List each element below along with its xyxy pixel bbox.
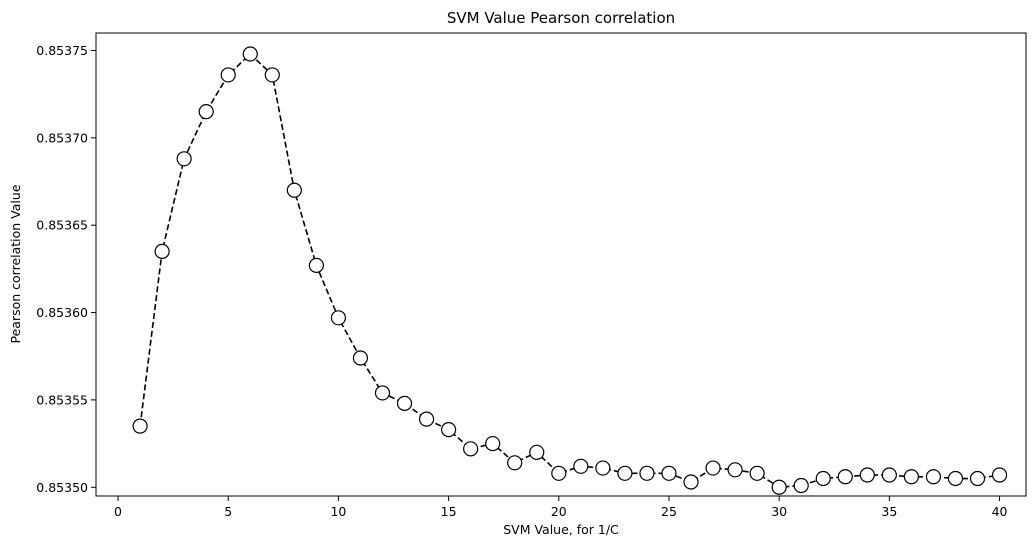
data-point [551, 465, 567, 481]
data-point [991, 467, 1008, 483]
y-axis: 0.85350 0.85355 0.85360 0.85365 0.85370 0.853… [36, 43, 96, 495]
data-point [242, 46, 258, 62]
data-point [749, 465, 765, 481]
y-tick-label: 0.85355 [36, 392, 88, 407]
data-point [264, 67, 280, 83]
data-point [418, 411, 435, 427]
data-point [154, 243, 170, 259]
y-tick-label: 0.85375 [36, 43, 88, 58]
x-axis-label: SVM Value, for 1/C [503, 522, 619, 537]
plot-area [95, 32, 1027, 497]
y-tick-label: 0.85350 [36, 480, 88, 495]
data-point [661, 465, 677, 481]
data-point [947, 470, 964, 487]
data-point [330, 310, 347, 326]
data-point [705, 460, 721, 476]
x-tick-label: 5 [224, 504, 232, 519]
chart-title: SVM Value Pearson correlation [447, 9, 675, 27]
data-point [132, 418, 148, 434]
series-line [139, 52, 1000, 489]
data-point [441, 422, 457, 438]
data-point [176, 151, 192, 167]
data-point [396, 395, 413, 411]
data-point [595, 460, 611, 476]
data-point [793, 477, 809, 494]
x-tick-label: 0 [114, 504, 122, 519]
data-point [352, 350, 369, 366]
x-tick-label: 25 [661, 504, 677, 519]
data-point [903, 469, 920, 485]
data-point [374, 385, 391, 401]
data-point [771, 479, 787, 495]
x-tick-label: 40 [992, 504, 1008, 519]
y-tick-label: 0.85360 [36, 305, 88, 320]
data-point [529, 444, 545, 460]
data-point [925, 469, 942, 485]
y-tick-label: 0.85365 [36, 218, 88, 233]
data-point [463, 441, 479, 457]
x-tick-label: 35 [881, 504, 897, 519]
data-point [859, 467, 875, 483]
x-tick-label: 20 [551, 504, 567, 519]
data-point [837, 469, 853, 485]
data-point [639, 465, 655, 481]
data-point [727, 462, 743, 478]
data-point [573, 458, 589, 474]
data-point [881, 467, 897, 483]
y-tick-label: 0.85370 [36, 130, 88, 145]
data-point [198, 104, 214, 120]
x-tick-label: 10 [330, 504, 346, 519]
x-tick-label: 15 [441, 504, 457, 519]
data-point [969, 470, 986, 487]
x-axis: 0 5 10 15 20 25 30 35 40 [114, 496, 1008, 519]
series-markers [132, 46, 1008, 495]
data-point [286, 182, 302, 198]
data-point [617, 465, 633, 481]
data-point [220, 67, 236, 83]
data-point [815, 470, 831, 487]
data-point [485, 435, 501, 452]
data-point [308, 257, 324, 273]
data-point [683, 474, 699, 490]
y-axis-label: Pearson correlation Value [8, 184, 23, 343]
data-point [507, 455, 523, 471]
x-tick-label: 30 [771, 504, 787, 519]
